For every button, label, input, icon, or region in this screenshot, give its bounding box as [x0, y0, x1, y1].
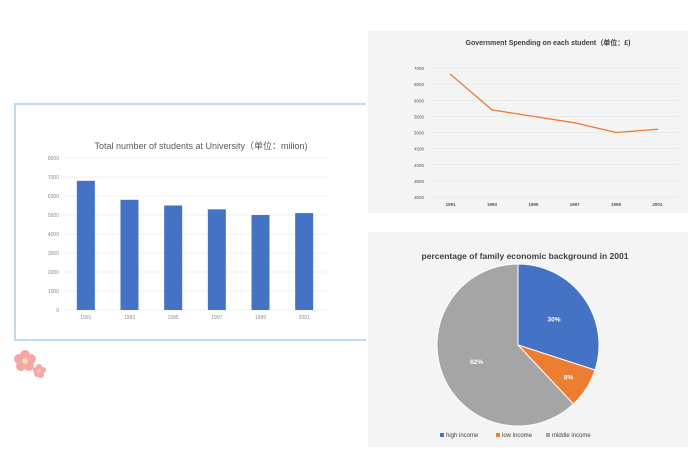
x-tick-label: 1995 [168, 315, 179, 321]
data-point-1997 [573, 122, 576, 124]
y-tick-label: 4000 [414, 163, 425, 168]
data-point-1999 [615, 131, 617, 134]
bar-2001 [295, 213, 314, 310]
y-tick-label: 7000 [414, 66, 425, 71]
x-tick-label: 1991 [446, 202, 457, 207]
legend-swatch-high-income [440, 433, 444, 437]
legend-swatch-middle-income [546, 433, 550, 437]
legend-label: middle income [552, 433, 591, 439]
y-tick-label: 2000 [48, 270, 59, 276]
pie-slice-high-income [517, 263, 600, 371]
y-tick-label: 3000 [414, 195, 425, 200]
y-tick-label: 1000 [48, 289, 59, 295]
line-chart-panel: Government Spending on each student（单位：£… [368, 31, 688, 213]
bar-chart-panel: Total number of students at University（单… [14, 103, 366, 341]
y-tick-label: 5000 [48, 213, 59, 219]
chart-title: Total number of students at University（单… [94, 140, 307, 151]
x-tick-label: 2001 [299, 315, 310, 321]
legend-swatch-low-income [496, 433, 500, 437]
data-point-1991 [449, 73, 452, 76]
pie-chart-panel: percentage of family economic background… [368, 232, 688, 447]
bar-chart: Total number of students at University（单… [48, 140, 326, 321]
y-tick-label: 4000 [48, 232, 59, 238]
slice-label: 30% [548, 316, 561, 323]
flower-icon [14, 350, 46, 378]
y-tick-label: 4500 [414, 147, 425, 152]
data-point-2001 [656, 128, 659, 131]
data-point-1993 [491, 109, 493, 111]
y-tick-label: 6000 [414, 98, 425, 103]
x-tick-label: 2001 [652, 202, 663, 207]
y-tick-label: 3500 [414, 179, 425, 184]
y-tick-label: 6500 [414, 82, 425, 87]
y-tick-label: 5000 [414, 131, 425, 136]
bar-1991 [76, 180, 95, 310]
data-point-1995 [532, 115, 535, 118]
bar-1997 [207, 209, 226, 310]
y-tick-label: 0 [56, 308, 59, 314]
slice-label: 62% [470, 359, 483, 366]
y-tick-label: 6000 [48, 194, 59, 200]
line-chart: Government Spending on each student（单位：£… [414, 38, 678, 207]
x-tick-label: 1999 [611, 202, 622, 207]
x-tick-label: 1997 [570, 202, 581, 207]
slice-label: 8% [564, 375, 574, 382]
chart-title: Government Spending on each student（单位：£… [466, 38, 631, 47]
bar-1995 [164, 205, 183, 310]
y-tick-label: 3000 [48, 251, 59, 257]
chart-title: percentage of family economic background… [422, 251, 629, 261]
x-tick-label: 1991 [80, 315, 91, 321]
legend-label: high income [446, 433, 479, 439]
x-tick-label: 1997 [211, 315, 222, 321]
x-tick-label: 1995 [528, 202, 539, 207]
bar-1993 [120, 199, 139, 310]
pie-chart: percentage of family economic background… [422, 251, 629, 439]
y-tick-label: 7000 [48, 175, 59, 181]
legend-label: low income [502, 433, 533, 439]
y-tick-label: 5500 [414, 114, 425, 119]
x-tick-label: 1993 [487, 202, 498, 207]
bar-1999 [251, 215, 270, 310]
y-tick-label: 8000 [48, 156, 59, 162]
x-tick-label: 1999 [255, 315, 266, 321]
series-line [450, 73, 658, 134]
pie-slice-middle-income [436, 263, 575, 427]
x-tick-label: 1993 [124, 315, 135, 321]
